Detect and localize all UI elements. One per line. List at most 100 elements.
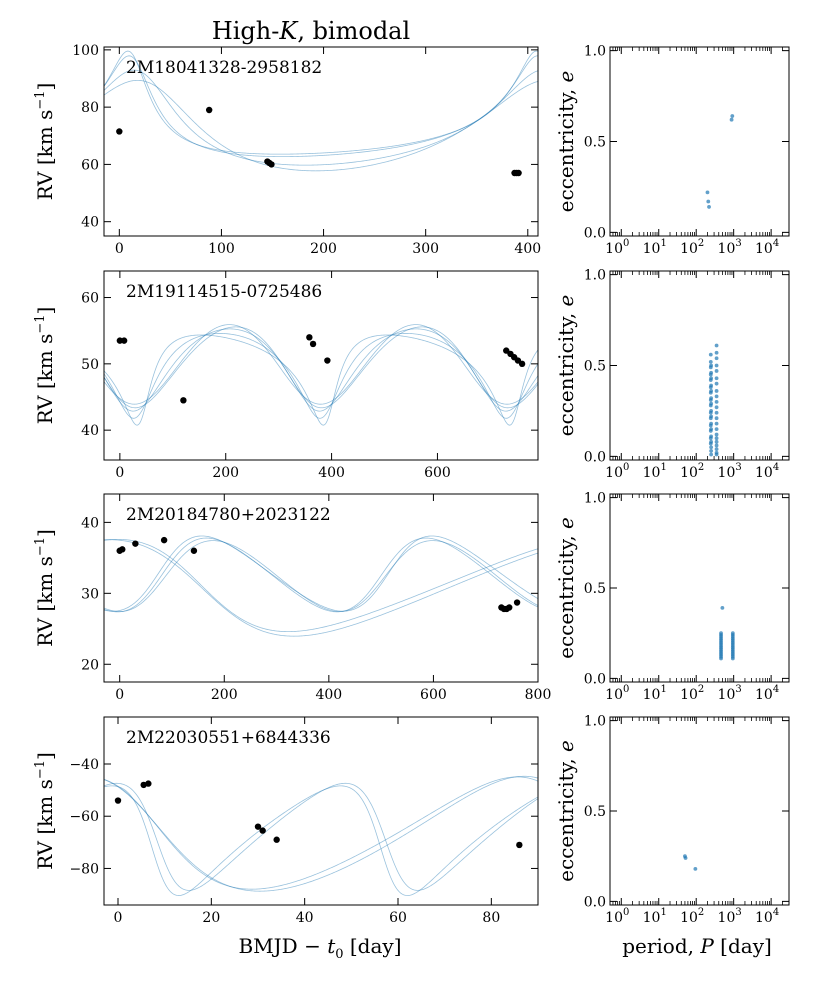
orbit-curve	[104, 334, 538, 426]
rv-point	[273, 836, 280, 843]
y-tick-label: 40	[81, 423, 99, 439]
ecc-panel-4: 100 101 102 103 104 0.0 0.5 1.0 eccentricity, e	[554, 714, 790, 926]
sample-point	[714, 394, 719, 399]
sample-point	[709, 414, 714, 419]
sample-point	[709, 409, 714, 413]
orbit-curve	[104, 785, 538, 896]
orbit-samples	[104, 50, 538, 172]
orbit-curve	[104, 55, 538, 158]
title-k: K	[278, 17, 299, 45]
sample-point	[709, 389, 714, 393]
rv-point	[309, 340, 317, 348]
rv-axes-frame	[103, 46, 539, 237]
y-tick-label: 0.0	[584, 671, 606, 687]
rv-point	[254, 823, 262, 830]
x-tick-label: 600	[424, 465, 451, 481]
y-tick-label: 40	[81, 215, 99, 231]
x-tick-label: 0	[115, 465, 124, 481]
rv-panel-2: 0 200 400 600 40 50 60 2M19114515-0725486 RV [km…	[33, 268, 790, 481]
sample-point	[709, 445, 714, 450]
ecc-axes-frame	[609, 270, 790, 461]
sample-point	[714, 399, 719, 404]
x-tick-label: 101	[643, 238, 667, 257]
y-tick-label: 20	[81, 657, 99, 673]
rv-y-label: RV [km s−1]	[33, 83, 57, 201]
sample-point	[707, 205, 711, 209]
sample-point	[708, 359, 713, 364]
rv-point	[190, 547, 198, 554]
sample-point	[714, 452, 719, 457]
x-tick-label: 400	[318, 465, 345, 481]
x-tick-label: 102	[680, 462, 704, 481]
sample-point	[709, 370, 714, 375]
rv-point	[516, 841, 523, 849]
rv-y-label: RV [km s−1]	[33, 752, 57, 870]
sample-point	[714, 432, 719, 437]
x-tick-label: 400	[514, 241, 541, 257]
y-tick-label: 1.0	[584, 714, 606, 730]
rv-point	[259, 827, 266, 834]
sample-point	[714, 416, 719, 421]
sample-point	[714, 410, 719, 415]
sample-point	[693, 866, 698, 871]
sample-point	[714, 343, 719, 348]
orbit-curve	[104, 776, 538, 890]
y-tick-label: 60	[81, 291, 99, 307]
y-tick-label: 0.5	[584, 581, 606, 597]
star-name: 2M19114515-0725486	[126, 282, 322, 302]
rv-point	[306, 334, 313, 341]
sample-point	[709, 363, 714, 368]
ecc-panel-2: 100 101 102 103 104 0.0 0.5 1.0 eccentricity, e	[554, 268, 790, 481]
sample-point	[709, 449, 714, 453]
sample-point	[720, 605, 725, 610]
y-tick-label: 0.5	[584, 135, 606, 151]
x-tick-label: 200	[212, 465, 239, 481]
orbit-curve	[104, 324, 538, 405]
sample-point	[709, 376, 714, 381]
orbit-samples	[104, 535, 538, 637]
sample-point	[709, 434, 714, 439]
sample-point	[705, 190, 710, 195]
y-tick-label: 0.5	[584, 804, 606, 820]
x-tick-label: 60	[389, 910, 407, 926]
orbit-curve	[104, 539, 538, 637]
star-name: 2M22030551+6844336	[126, 728, 331, 748]
rv-panel-1: 0 100 200 300 400 40 60 80 100 2M18041328-2958182…	[33, 43, 790, 257]
x-tick-label: 100	[605, 907, 629, 926]
y-tick-label: 80	[81, 100, 99, 116]
sample-point	[714, 427, 719, 432]
orbit-curve	[104, 333, 538, 419]
sample-point	[714, 389, 719, 393]
rv-y-label: RV [km s−1]	[33, 307, 57, 425]
x-tick-label: 100	[605, 238, 629, 257]
rv-point	[515, 169, 522, 177]
rv-axes-frame	[103, 493, 539, 683]
x-tick-label: 104	[755, 907, 779, 926]
sample-point	[683, 856, 688, 860]
x-tick-label: 300	[412, 241, 439, 257]
x-tick-label: 200	[310, 241, 337, 257]
rv-axes-frame	[103, 270, 539, 461]
title-suffix: , bimodal	[297, 17, 410, 45]
y-tick-label: 1.0	[584, 44, 606, 60]
y-tick-label: 0.0	[584, 225, 606, 241]
x-tick-label: 102	[680, 907, 704, 926]
rv-panel-4: 0 20 40 60 80 −40 −60 −80 2M22030551+6844336 RV […	[33, 714, 790, 926]
sample-point	[709, 452, 714, 457]
x-tick-label: 200	[211, 687, 238, 703]
x-tick-label: 600	[420, 687, 447, 703]
rv-point	[180, 397, 187, 404]
ecc-y-label: eccentricity, e	[554, 740, 578, 882]
ecc-y-label: eccentricity, e	[554, 71, 578, 213]
sample-point	[730, 114, 735, 118]
sample-point	[714, 421, 719, 426]
x-tick-label: 40	[296, 910, 314, 926]
sample-point	[714, 356, 719, 361]
sample-point	[714, 443, 719, 448]
orbit-samples	[104, 324, 538, 426]
sample-point	[709, 427, 714, 432]
x-tick-label: 104	[755, 462, 779, 481]
ecc-panel-3: 100 101 102 103 104 0.0 0.5 1.0 eccentricity, e	[554, 491, 790, 703]
sample-point	[714, 439, 719, 444]
x-tick-label: 103	[718, 462, 742, 481]
